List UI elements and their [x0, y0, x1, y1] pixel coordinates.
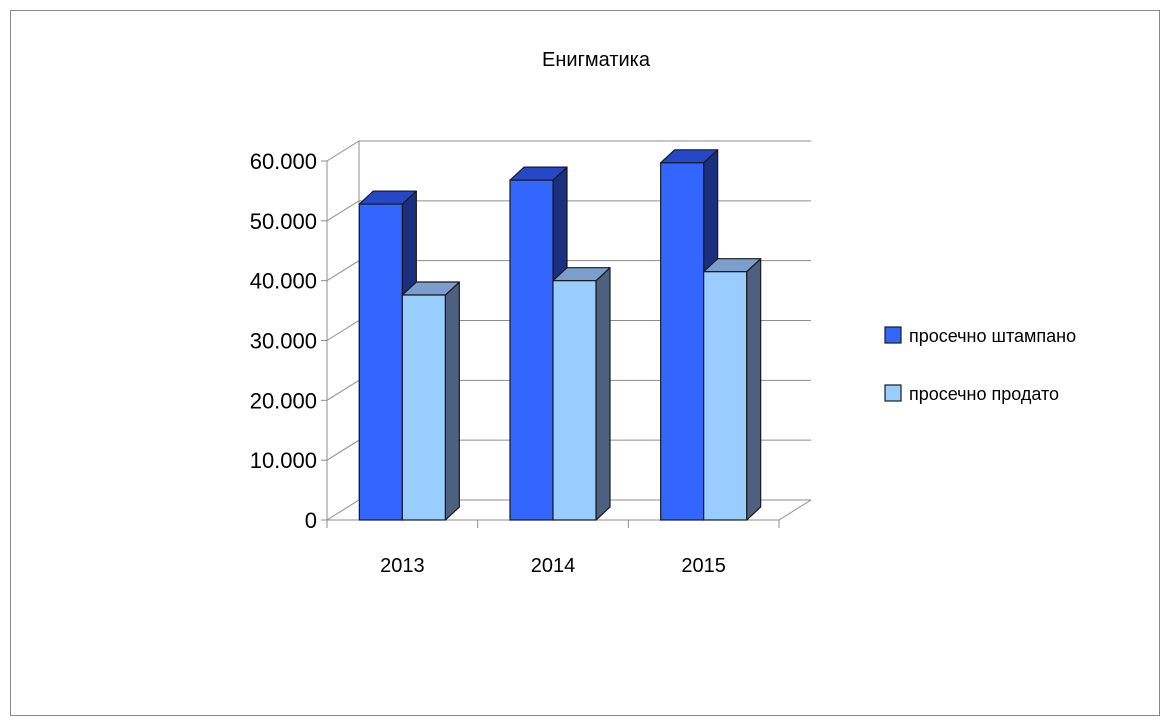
floor-edge: [778, 499, 812, 521]
bar-side-face: [595, 267, 611, 521]
legend-item: просечно продато: [884, 384, 1059, 404]
chart-title: Енигматика: [542, 49, 651, 71]
legend: просечно штампано просечно продато: [884, 326, 1076, 404]
y-tick-label: 40.000: [250, 269, 317, 294]
y-tick-label: 10.000: [250, 448, 317, 473]
bar-front-face: [401, 294, 446, 521]
bar: [703, 258, 762, 521]
chart-svg: Енигматика 0 10.000 20.000 30.000 40.000 50.0…: [250, 49, 1076, 577]
bar-side-face: [746, 258, 762, 521]
y-tick-label: 20.000: [250, 388, 317, 413]
legend-swatch: [884, 326, 902, 344]
bar-side-face: [444, 281, 460, 521]
y-tick-label: 50.000: [250, 209, 317, 234]
bar: [509, 166, 568, 521]
legend-swatch: [884, 384, 902, 402]
bar-front-face: [660, 162, 705, 521]
y-tick-label: 30.000: [250, 329, 317, 354]
bars-layer: [358, 149, 762, 521]
chart-frame: Енигматика 0 10.000 20.000 30.000 40.000 50.0…: [10, 10, 1160, 716]
bar: [552, 267, 611, 521]
y-tick-label: 60.000: [250, 149, 317, 174]
bar-front-face: [358, 203, 403, 521]
bar: [401, 281, 460, 521]
gridline: [326, 140, 811, 162]
y-axis-tick-labels: 0 10.000 20.000 30.000 40.000 50.000 60.000: [250, 149, 317, 533]
x-tick-label: 2013: [380, 555, 425, 577]
legend-label: просечно штампано: [909, 326, 1076, 346]
legend-item: просечно штампано: [884, 326, 1076, 346]
bar-front-face: [552, 280, 597, 521]
bar-front-face: [703, 271, 748, 521]
x-tick-label: 2015: [681, 555, 726, 577]
bar-front-face: [509, 179, 554, 521]
legend-label: просечно продато: [909, 384, 1059, 404]
x-axis-tick-labels: 2013 2014 2015: [380, 555, 726, 577]
y-tick-label: 0: [305, 508, 317, 533]
x-tick-label: 2014: [531, 555, 576, 577]
